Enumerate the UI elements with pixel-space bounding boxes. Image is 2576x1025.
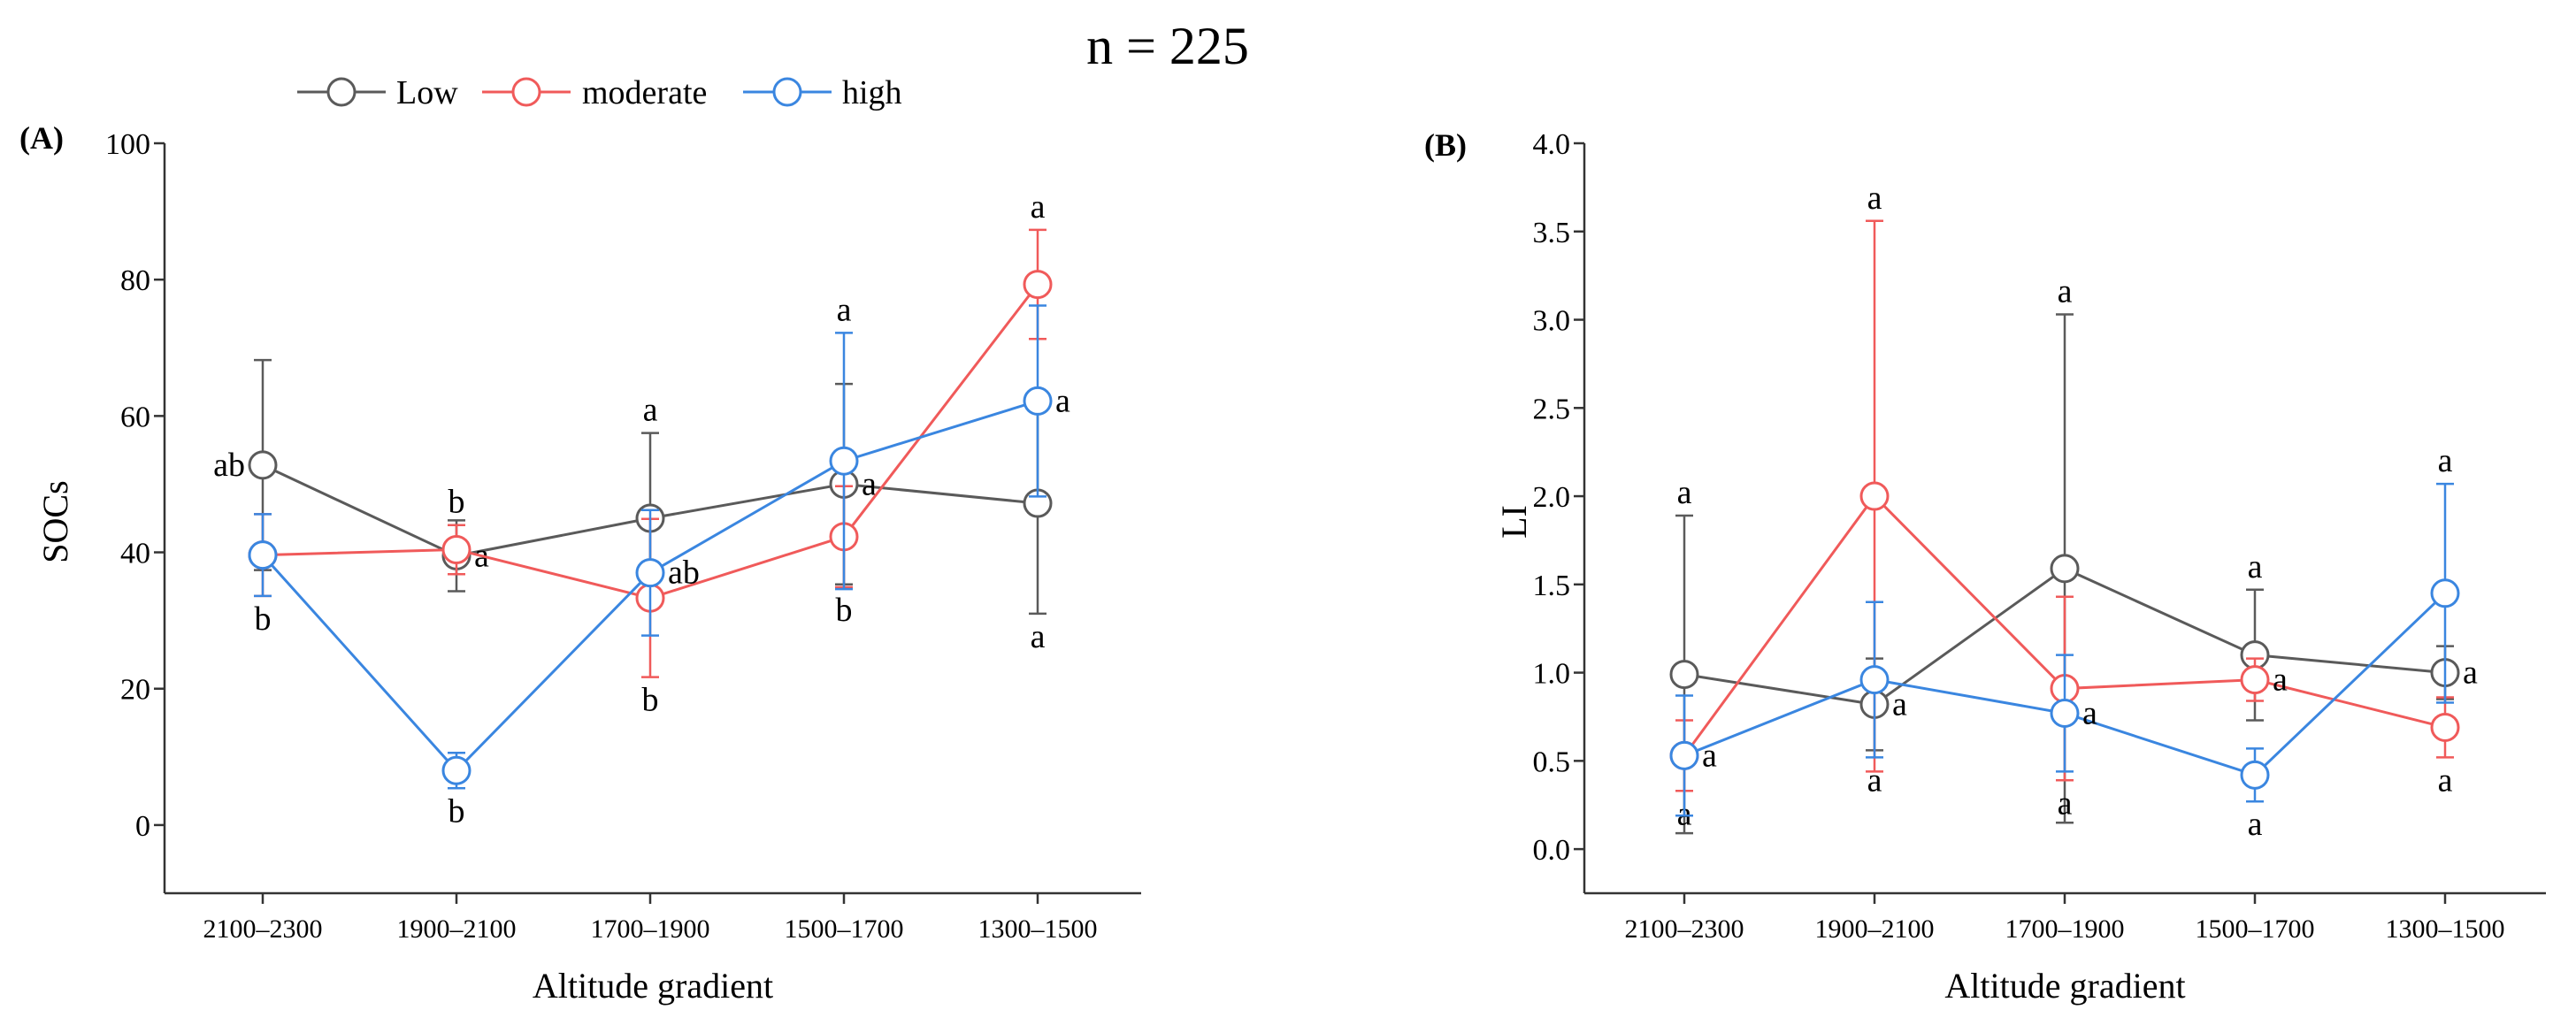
legend-low-marker	[326, 77, 356, 107]
significance-letter: a	[1867, 761, 1882, 799]
y-tick-label: 3.0	[1533, 305, 1571, 338]
data-point	[2240, 665, 2270, 695]
legend-low-label: Low	[396, 74, 458, 111]
x-tick-label: 1500–1700	[785, 914, 904, 944]
data-point	[2050, 554, 2080, 584]
y-tick-label: 60	[120, 401, 150, 433]
y-tick-label: 4.0	[1533, 128, 1571, 161]
legend-high-marker	[772, 77, 802, 107]
x-tick-label: 1300–1500	[2386, 914, 2505, 944]
legend: Low moderate high	[297, 74, 902, 111]
y-tick-label: 2.0	[1533, 481, 1571, 514]
y-axis-label: SOCs	[35, 480, 75, 562]
y-axis-label: LI	[1494, 505, 1534, 539]
legend-moderate-label: moderate	[582, 74, 707, 111]
data-point	[1023, 386, 1053, 416]
panel-a: (A) 0 20 40 60 80 100 2100–2300 1900–2100 1700–19…	[19, 120, 1141, 1006]
y-tick-label: 20	[120, 674, 150, 707]
panel-b: (B) 0.0 0.5 1.0 1.5 2.0 2.5 3.0 3.5 4.0 2100–2300 1…	[1424, 127, 2546, 1006]
significance-letter: ab	[213, 447, 245, 484]
data-point	[1859, 481, 1890, 511]
significance-letter: a	[2248, 806, 2263, 843]
data-point	[1669, 740, 1699, 770]
data-point	[2430, 712, 2460, 742]
significance-letter: a	[1031, 618, 1046, 655]
data-point	[2050, 698, 2080, 728]
x-tick-label: 1500–1700	[2196, 914, 2315, 944]
data-point	[441, 755, 472, 785]
y-tick-label: 100	[105, 128, 150, 161]
x-axis-label: Altitude gradient	[533, 966, 773, 1006]
significance-letter: ab	[668, 555, 700, 592]
legend-moderate-marker	[511, 77, 541, 107]
x-tick-label: 2100–2300	[203, 914, 323, 944]
panel-label: (B)	[1424, 127, 1467, 163]
data-point	[248, 450, 278, 480]
x-tick-label: 2100–2300	[1625, 914, 1744, 944]
significance-letter: b	[642, 682, 659, 719]
x-tick-label: 1900–2100	[1815, 914, 1935, 944]
y-tick-label: 0.0	[1533, 834, 1571, 867]
figure-title: n = 225	[1086, 17, 1249, 75]
x-tick-label: 1700–1900	[591, 914, 710, 944]
significance-letter: a	[1867, 180, 1882, 217]
x-axis-label: Altitude gradient	[1944, 966, 2185, 1006]
significance-letter: a	[1031, 188, 1046, 226]
y-tick-label: 1.0	[1533, 658, 1571, 691]
y-tick-label: 0.5	[1533, 746, 1571, 778]
y-tick-label: 40	[120, 538, 150, 570]
significance-letter: b	[836, 592, 853, 629]
legend-entry-moderate: moderate	[482, 74, 707, 111]
significance-letter: a	[2438, 761, 2453, 799]
data-point	[829, 446, 859, 476]
series-low: a a a a a	[1669, 273, 2478, 835]
x-tick-label: 1300–1500	[978, 914, 1098, 944]
data-point	[1023, 270, 1053, 300]
significance-letter: b	[255, 600, 272, 638]
significance-letter: a	[862, 465, 877, 502]
significance-letter: b	[448, 792, 465, 830]
significance-letter: a	[2463, 654, 2478, 692]
significance-letter: a	[643, 392, 658, 429]
data-point	[441, 534, 472, 564]
data-point	[635, 558, 665, 588]
significance-letter: a	[2082, 694, 2097, 731]
y-tick-label: 2.5	[1533, 393, 1571, 425]
data-point	[248, 540, 278, 570]
significance-letter: b	[448, 484, 465, 521]
significance-letter: a	[1702, 737, 1717, 774]
significance-letter: a	[2248, 548, 2263, 585]
legend-entry-high: high	[743, 74, 902, 111]
significance-letter: a	[2058, 273, 2073, 310]
significance-letter: a	[1055, 382, 1070, 419]
data-point	[1859, 665, 1890, 695]
significance-letter: a	[1677, 474, 1692, 511]
x-tick-label: 1900–2100	[397, 914, 517, 944]
data-point	[1669, 660, 1699, 690]
panel-label: (A)	[19, 120, 64, 156]
data-point	[2430, 578, 2460, 608]
y-tick-label: 3.5	[1533, 217, 1571, 249]
y-tick-label: 1.5	[1533, 570, 1571, 602]
y-tick-label: 80	[120, 264, 150, 297]
significance-letter: a	[1892, 686, 1907, 723]
legend-entry-low: Low	[297, 74, 458, 111]
significance-letter: a	[2058, 784, 2073, 822]
x-tick-label: 1700–1900	[2005, 914, 2125, 944]
significance-letter: a	[2438, 442, 2453, 479]
significance-letter: a	[837, 291, 852, 328]
data-point	[2240, 760, 2270, 790]
y-tick-label: 0	[135, 810, 150, 843]
series-high: a a a a a	[1669, 442, 2460, 843]
significance-letter: a	[2273, 662, 2288, 699]
legend-high-label: high	[842, 74, 902, 111]
